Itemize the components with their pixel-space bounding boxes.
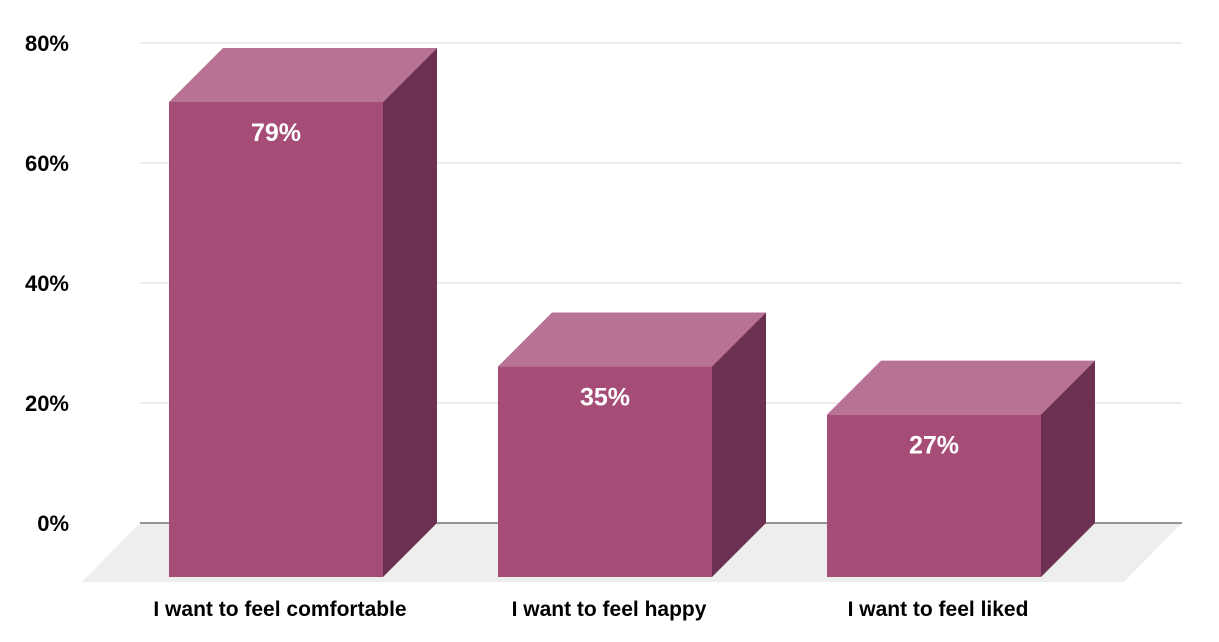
bar: 27% bbox=[827, 360, 1095, 577]
bar-top bbox=[498, 312, 766, 367]
bar-front bbox=[827, 414, 1041, 577]
bar-side bbox=[712, 312, 766, 577]
bar-value-label: 35% bbox=[580, 384, 630, 412]
x-category-label: I want to feel comfortable bbox=[153, 598, 406, 621]
bar-front bbox=[169, 102, 383, 577]
y-tick-label: 60% bbox=[25, 151, 69, 176]
bar-side bbox=[1041, 360, 1095, 577]
bar-top bbox=[827, 360, 1095, 415]
x-category-label: I want to feel happy bbox=[512, 598, 707, 621]
y-tick-label: 40% bbox=[25, 271, 69, 296]
y-tick-label: 20% bbox=[25, 391, 69, 416]
x-category-label: I want to feel liked bbox=[848, 598, 1029, 621]
y-axis-tick-labels: 0% 20% 40% 60% 80% bbox=[25, 31, 69, 536]
y-tick-label: 0% bbox=[37, 511, 69, 536]
y-tick-label: 80% bbox=[25, 31, 69, 56]
bar: 35% bbox=[498, 312, 766, 577]
bars: 79% 35% 27% bbox=[169, 48, 1095, 577]
bar-front bbox=[498, 366, 712, 577]
bar: 79% bbox=[169, 48, 437, 577]
bar-top bbox=[169, 48, 437, 102]
category-labels: I want to feel comfortable I want to feel… bbox=[153, 598, 1028, 621]
bar-value-label: 27% bbox=[909, 432, 959, 460]
bar-side bbox=[383, 48, 437, 577]
bar-value-label: 79% bbox=[251, 119, 301, 147]
